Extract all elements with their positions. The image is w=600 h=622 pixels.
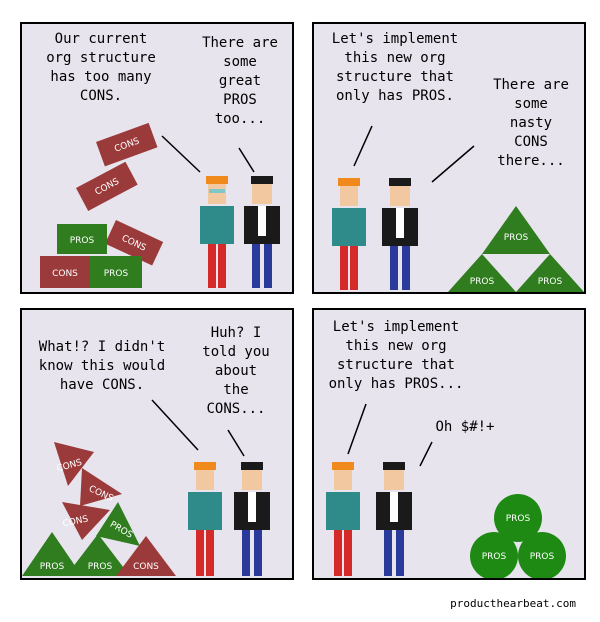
cons-box: CONS — [96, 122, 158, 167]
character-dark-hair — [382, 178, 418, 290]
speech-text-right: Oh $#!+ — [435, 419, 495, 435]
mixed-triangle-pile: CONS CONS CONS PROS PROS PROS CONS — [22, 442, 176, 576]
character-dark-hair — [376, 462, 412, 576]
comic-panel-2: Let's implement this new org structure t… — [312, 22, 586, 294]
speech-text-left: Let's implement this new org structure t… — [331, 31, 459, 104]
svg-text:PROS: PROS — [538, 277, 563, 287]
pros-box: PROS — [57, 224, 107, 254]
panel-4-art: PROS PROS PROS — [326, 403, 566, 578]
character-dark-hair — [244, 176, 280, 288]
speech-text-right: There are some great PROS too... — [202, 35, 278, 127]
svg-text:PROS: PROS — [506, 514, 531, 524]
svg-text:PROS: PROS — [70, 236, 95, 246]
character-dark-hair — [234, 462, 270, 576]
pros-circle-stack: PROS PROS PROS — [470, 494, 566, 578]
speech-text-left: Our current org structure has too many C… — [46, 31, 156, 104]
character-redhead — [326, 462, 360, 576]
cons-box: CONS — [76, 161, 138, 211]
svg-text:CONS: CONS — [133, 562, 159, 572]
pros-triangle-stack: PROS PROS PROS — [448, 206, 584, 292]
comic-panel-1: Our current org structure has too many C… — [20, 22, 294, 294]
comic-panel-4: Let's implement this new org structure t… — [312, 308, 586, 580]
svg-text:PROS: PROS — [88, 562, 113, 572]
site-credit: producthearbeat.com — [450, 597, 576, 610]
character-redhead — [332, 178, 366, 290]
svg-text:PROS: PROS — [40, 562, 65, 572]
svg-text:CONS: CONS — [52, 269, 78, 279]
speech-text-right: There are some nasty CONS there... — [493, 77, 569, 169]
svg-text:PROS: PROS — [470, 277, 495, 287]
svg-text:PROS: PROS — [104, 269, 129, 279]
svg-text:PROS: PROS — [482, 552, 507, 562]
panel-1-art: CONS CONS CONS PROS CONS PROS — [40, 122, 280, 288]
svg-text:PROS: PROS — [504, 233, 529, 243]
cons-box: CONS — [105, 220, 164, 266]
character-redhead — [200, 176, 234, 288]
comic-panel-3: What!? I didn't know this would have CON… — [20, 308, 294, 580]
speech-text-right: Huh? I told you about the CONS... — [202, 325, 270, 417]
pros-box: PROS — [90, 256, 142, 288]
speech-text-left: What!? I didn't know this would have CON… — [38, 339, 166, 393]
cons-box: CONS — [40, 256, 90, 288]
character-redhead — [188, 462, 222, 576]
speech-text-left: Let's implement this new org structure t… — [328, 319, 464, 392]
svg-text:PROS: PROS — [530, 552, 555, 562]
panel-2-art: PROS PROS PROS — [332, 125, 584, 292]
panel-3-art: CONS CONS CONS PROS PROS PROS CONS — [22, 399, 270, 576]
